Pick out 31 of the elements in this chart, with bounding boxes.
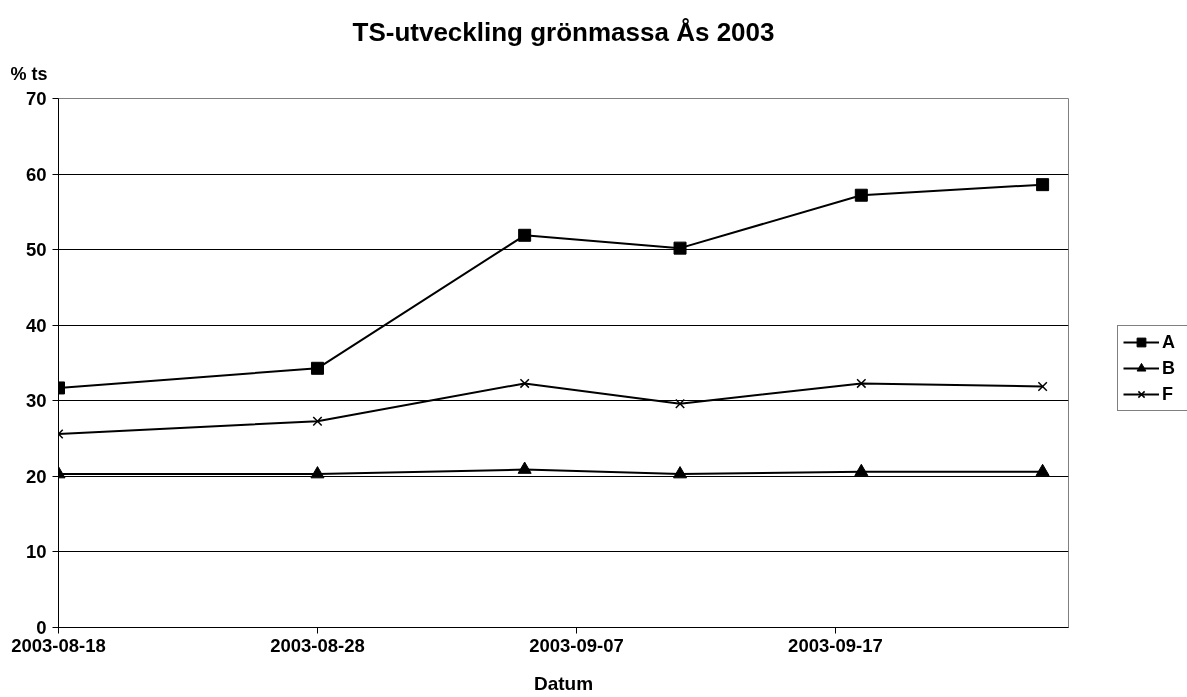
- y-tick-label: 70: [25, 88, 47, 109]
- point: [675, 398, 686, 409]
- y-tick-label: 30: [25, 390, 47, 412]
- y-tick-label: 40: [25, 314, 47, 336]
- point: [673, 466, 688, 479]
- point: [673, 241, 687, 255]
- x-tick-label: 2003-08-28: [270, 634, 365, 656]
- point: [519, 378, 530, 389]
- y-tick-label: 20: [25, 465, 47, 487]
- legend-label: A: [1162, 331, 1176, 353]
- x-tick-label: 2003-09-07: [529, 634, 624, 656]
- chart-title: TS-utveckling grönmassa Ås 2003: [352, 16, 775, 47]
- y-axis-title: % ts: [10, 63, 48, 84]
- point: [310, 361, 324, 375]
- point: [312, 416, 323, 427]
- point: [518, 228, 532, 242]
- legend-label: F: [1162, 383, 1174, 405]
- point: [856, 378, 867, 389]
- point: [1037, 381, 1048, 392]
- point: [854, 188, 868, 202]
- x-tick-label: 2003-09-17: [788, 634, 883, 656]
- point: [1035, 463, 1050, 477]
- point: [517, 461, 532, 474]
- y-tick-label: 50: [25, 239, 47, 261]
- point: [1036, 178, 1050, 192]
- y-tick-label: 60: [25, 163, 47, 185]
- x-axis-title: Datum: [533, 672, 594, 694]
- y-tick-label: 10: [25, 541, 47, 563]
- legend-label: B: [1162, 357, 1176, 379]
- point: [310, 466, 325, 479]
- point: [854, 463, 869, 477]
